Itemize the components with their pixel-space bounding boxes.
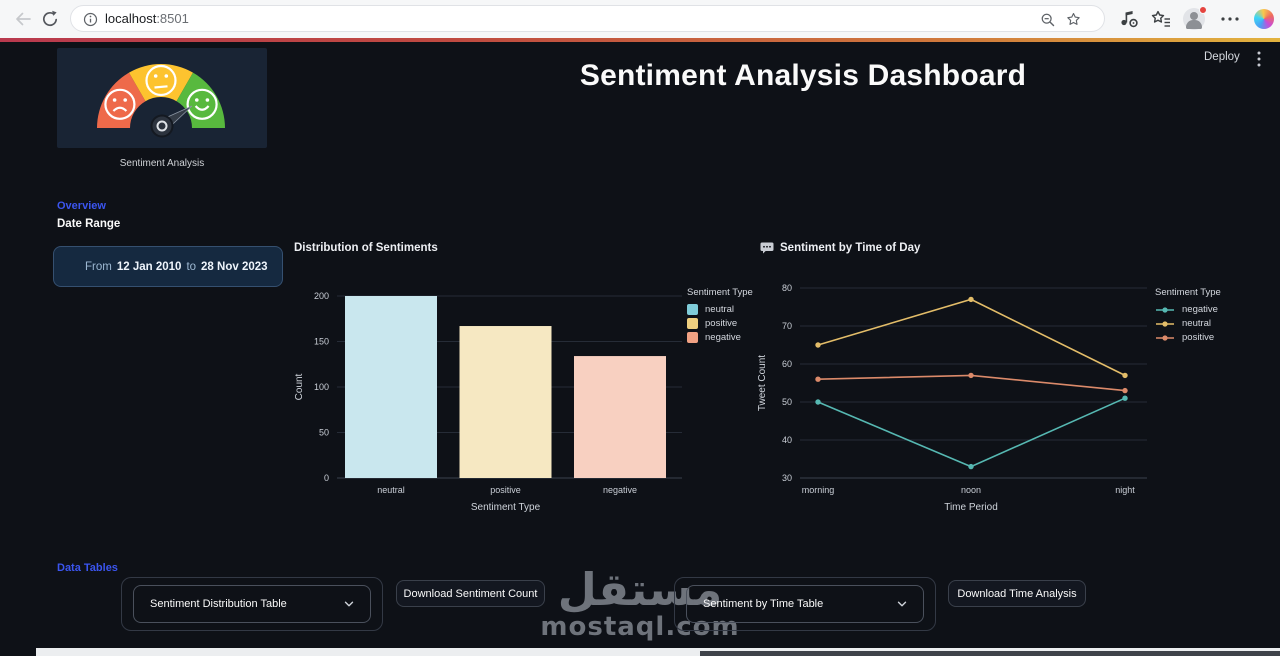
bar-chart-title: Distribution of Sentiments xyxy=(294,242,438,254)
svg-text:Time Period: Time Period xyxy=(944,502,998,513)
legend-item: negative xyxy=(687,332,753,343)
data-tables-header: Data Tables xyxy=(57,562,118,574)
legend-title: Sentiment Type xyxy=(1155,287,1221,298)
legend-item: neutral xyxy=(1155,318,1221,329)
favorites-list-icon[interactable] xyxy=(1151,10,1171,28)
legend-item: positive xyxy=(687,318,753,329)
svg-text:noon: noon xyxy=(961,485,981,495)
line-chart-title: Sentiment by Time of Day xyxy=(760,242,920,254)
music-extension-icon[interactable] xyxy=(1119,9,1139,29)
date-from-value: 12 Jan 2010 xyxy=(116,260,182,273)
svg-text:night: night xyxy=(1115,485,1135,495)
legend-line-marker xyxy=(1156,334,1174,341)
sentiment-by-time-expander[interactable]: Sentiment by Time Table xyxy=(686,585,924,623)
url-port: :8501 xyxy=(156,11,189,26)
bar-neutral xyxy=(345,296,437,478)
date-range-input[interactable]: From 12 Jan 2010 to 28 Nov 2023 xyxy=(53,246,283,287)
svg-text:neutral: neutral xyxy=(377,485,405,495)
svg-text:80: 80 xyxy=(782,283,792,293)
profile-avatar[interactable] xyxy=(1183,6,1207,30)
date-range-label: Date Range xyxy=(57,218,121,230)
address-bar[interactable]: localhost:8501 xyxy=(70,5,1105,32)
svg-text:negative: negative xyxy=(603,485,637,495)
sentiment-distribution-bar-chart: 0 50 100 150 200 neutral positive negative Senti… xyxy=(294,291,682,513)
legend-swatch xyxy=(687,304,698,315)
url-host: localhost xyxy=(105,11,157,26)
image-caption: Sentiment Analysis xyxy=(119,158,205,169)
line-negative xyxy=(817,397,1126,468)
legend-item: neutral xyxy=(687,304,753,315)
notification-dot xyxy=(1199,6,1207,14)
gauge-graphic xyxy=(97,64,225,138)
svg-text:40: 40 xyxy=(782,435,792,445)
legend-line-marker xyxy=(1156,320,1174,327)
time-table-container xyxy=(674,577,936,631)
svg-text:70: 70 xyxy=(782,321,792,331)
sad-face-icon xyxy=(104,88,136,120)
sentiment-distribution-expander[interactable]: Sentiment Distribution Table xyxy=(133,585,371,623)
chevron-down-icon xyxy=(344,601,354,607)
svg-text:60: 60 xyxy=(782,359,792,369)
legend-item: negative xyxy=(1155,304,1221,315)
download-sentiment-count-button[interactable]: Download Sentiment Count xyxy=(396,580,545,607)
app-decoration-bar xyxy=(0,38,1280,42)
date-to-connector: to xyxy=(186,260,197,273)
bar-negative xyxy=(574,356,666,478)
svg-text:morning: morning xyxy=(802,485,835,495)
browser-menu-ellipsis-icon[interactable] xyxy=(1220,12,1240,26)
svg-text:Sentiment Type: Sentiment Type xyxy=(471,502,541,513)
reload-icon[interactable] xyxy=(41,10,59,28)
svg-text:0: 0 xyxy=(324,473,329,483)
browser-chrome: localhost:8501 xyxy=(0,0,1280,38)
zoom-out-magnifier-icon[interactable] xyxy=(1040,12,1056,28)
app-menu-icon[interactable] xyxy=(1252,50,1266,68)
legend-swatch xyxy=(687,318,698,329)
svg-text:50: 50 xyxy=(782,397,792,407)
bar-positive xyxy=(459,326,552,478)
date-to-value: 28 Nov 2023 xyxy=(201,260,268,273)
neutral-face-icon xyxy=(145,64,177,97)
svg-text:Count: Count xyxy=(294,373,305,400)
svg-text:Tweet Count: Tweet Count xyxy=(757,355,768,411)
svg-text:200: 200 xyxy=(314,291,329,301)
bar-chart-legend: Sentiment Type neutral positive negative xyxy=(687,287,753,346)
site-info-icon[interactable] xyxy=(83,12,98,27)
svg-text:30: 30 xyxy=(782,473,792,483)
sentiment-by-time-line-chart: 30 40 50 60 70 80 morning noon night Time Period T… xyxy=(757,283,1147,513)
page-title: Sentiment Analysis Dashboard xyxy=(579,59,1027,92)
download-time-analysis-button[interactable]: Download Time Analysis xyxy=(948,580,1086,607)
svg-text:50: 50 xyxy=(319,428,329,438)
sentiment-gauge-image xyxy=(57,48,267,148)
bookmark-star-icon[interactable] xyxy=(1065,11,1082,28)
sidebar-section-overview: Overview xyxy=(57,200,106,212)
sentiment-table-container xyxy=(121,577,383,631)
back-arrow-icon[interactable] xyxy=(14,10,32,28)
speech-balloon-icon xyxy=(760,242,774,254)
url-text[interactable]: localhost:8501 xyxy=(105,6,189,31)
happy-face-icon xyxy=(186,88,218,120)
chevron-down-icon xyxy=(897,601,907,607)
legend-item: positive xyxy=(1155,332,1221,343)
svg-text:100: 100 xyxy=(314,382,329,392)
date-from-prefix: From xyxy=(85,260,112,273)
legend-title: Sentiment Type xyxy=(687,287,753,298)
svg-text:150: 150 xyxy=(314,337,329,347)
svg-text:positive: positive xyxy=(490,485,521,495)
horizontal-scrollbar-thumb[interactable] xyxy=(700,651,1280,656)
deploy-button[interactable]: Deploy xyxy=(1204,51,1240,63)
line-chart-legend: Sentiment Type negative neutral positive xyxy=(1155,287,1221,346)
legend-line-marker xyxy=(1156,306,1174,313)
legend-swatch xyxy=(687,332,698,343)
copilot-icon[interactable] xyxy=(1254,9,1274,29)
horizontal-scrollbar-track[interactable] xyxy=(36,648,1280,656)
